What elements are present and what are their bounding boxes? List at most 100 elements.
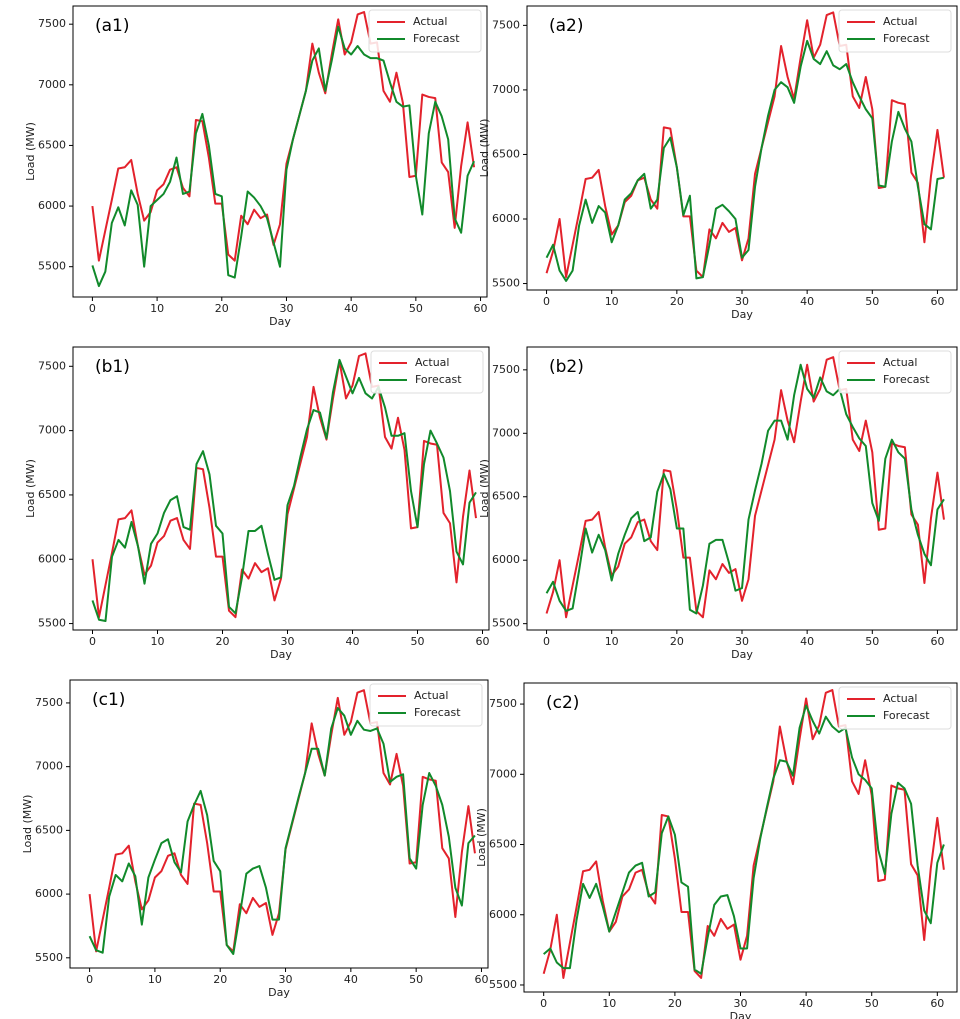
- panel-label: (c2): [546, 693, 579, 713]
- y-tick-label: 7500: [38, 359, 66, 372]
- panel: 5500 6000 6500 7000 7500 0 10 20 30 40 50 60 (c1) Day…: [21, 679, 489, 999]
- legend-frame: [838, 350, 952, 394]
- series-line: [88, 707, 476, 955]
- y-tick-label: 7500: [38, 17, 66, 30]
- y-tick-label: 6500: [489, 838, 517, 851]
- legend-label: Actual: [883, 692, 917, 705]
- x-tick-label: 10: [150, 302, 164, 315]
- legend-frame: [370, 350, 484, 394]
- x-tick-label: 20: [670, 295, 684, 308]
- y-tick-label: 5500: [492, 277, 520, 290]
- series-line: [545, 39, 945, 282]
- legend-label: Actual: [413, 15, 447, 28]
- y-axis-title: Load (MW): [478, 119, 491, 178]
- y-tick-label: 6000: [38, 552, 66, 565]
- x-axis-title: Day: [269, 315, 291, 328]
- x-tick-label: 40: [799, 997, 813, 1010]
- plot-area: [88, 689, 476, 955]
- x-tick-label: 50: [409, 973, 423, 986]
- x-tick-label: 30: [279, 973, 293, 986]
- y-tick-label: 5500: [489, 978, 517, 991]
- x-tick-label: 10: [148, 973, 162, 986]
- x-tick-label: 60: [930, 295, 944, 308]
- legend-label: Forecast: [414, 706, 461, 719]
- x-tick-label: 60: [476, 635, 490, 648]
- y-tick-label: 5500: [38, 617, 66, 630]
- series-line: [545, 356, 945, 619]
- y-tick-label: 5500: [38, 260, 66, 273]
- x-tick-label: 20: [668, 997, 682, 1010]
- y-tick-label: 6000: [38, 199, 66, 212]
- panel-label: (b1): [95, 357, 130, 377]
- legend-frame: [369, 683, 483, 727]
- plot-area: [545, 356, 945, 619]
- legend: Actual Forecast: [838, 9, 952, 53]
- y-tick-label: 7000: [35, 760, 63, 773]
- legend-frame: [368, 9, 482, 53]
- x-tick-label: 40: [344, 302, 358, 315]
- y-tick-label: 6000: [489, 908, 517, 921]
- y-tick-label: 6000: [492, 212, 520, 225]
- series-line: [542, 689, 945, 979]
- x-tick-label: 30: [279, 302, 293, 315]
- x-tick-label: 10: [605, 295, 619, 308]
- x-tick-label: 20: [670, 635, 684, 648]
- x-tick-label: 0: [540, 997, 547, 1010]
- x-tick-label: 60: [474, 973, 488, 986]
- x-tick-label: 20: [216, 635, 230, 648]
- x-tick-label: 30: [735, 635, 749, 648]
- panel-label: (a2): [549, 16, 584, 36]
- y-tick-label: 6500: [492, 490, 520, 503]
- axes-frame: [526, 5, 958, 291]
- panel-label: (a1): [95, 16, 130, 36]
- series-line: [545, 363, 945, 615]
- panel-label: (c1): [92, 690, 125, 710]
- axes-frame: [69, 679, 489, 969]
- legend-label: Actual: [883, 15, 917, 28]
- axes-frame: [526, 346, 958, 631]
- y-axis-title: Load (MW): [475, 808, 488, 867]
- x-tick-label: 0: [89, 302, 96, 315]
- x-tick-label: 0: [86, 973, 93, 986]
- y-tick-label: 6000: [492, 553, 520, 566]
- series-line: [91, 25, 475, 288]
- legend-label: Forecast: [883, 32, 930, 45]
- y-axis-title: Load (MW): [478, 459, 491, 518]
- axes-frame: [523, 682, 958, 993]
- legend: Actual Forecast: [838, 686, 952, 730]
- plot-area: [545, 11, 945, 282]
- x-tick-label: 0: [543, 635, 550, 648]
- axes-frame: [72, 5, 488, 298]
- y-tick-label: 7000: [489, 767, 517, 780]
- x-tick-label: 30: [734, 997, 748, 1010]
- x-tick-label: 0: [543, 295, 550, 308]
- x-axis-title: Day: [268, 986, 290, 999]
- x-tick-label: 50: [409, 302, 423, 315]
- y-tick-label: 6500: [492, 147, 520, 160]
- panel: 5500 6000 6500 7000 7500 0 10 20 30 40 50 60 (b2) Day…: [478, 346, 958, 661]
- x-tick-label: 20: [215, 302, 229, 315]
- x-tick-label: 0: [89, 635, 96, 648]
- x-tick-label: 10: [151, 635, 165, 648]
- series-line: [543, 704, 945, 975]
- y-tick-label: 6500: [35, 823, 63, 836]
- x-tick-label: 60: [474, 302, 488, 315]
- legend: Actual Forecast: [370, 350, 484, 394]
- y-tick-label: 5500: [35, 951, 63, 964]
- x-tick-label: 30: [735, 295, 749, 308]
- y-tick-label: 5500: [492, 617, 520, 630]
- y-tick-label: 7000: [38, 424, 66, 437]
- x-tick-label: 50: [411, 635, 425, 648]
- x-tick-label: 40: [344, 973, 358, 986]
- panel-label: (b2): [549, 357, 584, 377]
- legend-label: Forecast: [413, 32, 460, 45]
- x-tick-label: 60: [930, 635, 944, 648]
- y-tick-label: 6500: [38, 488, 66, 501]
- x-tick-label: 50: [865, 635, 879, 648]
- legend-label: Actual: [414, 689, 448, 702]
- plot-area: [542, 689, 945, 979]
- x-tick-label: 30: [281, 635, 295, 648]
- panel: 5500 6000 6500 7000 7500 0 10 20 30 40 50 60 (b1) Day…: [24, 346, 490, 661]
- legend-frame: [838, 686, 952, 730]
